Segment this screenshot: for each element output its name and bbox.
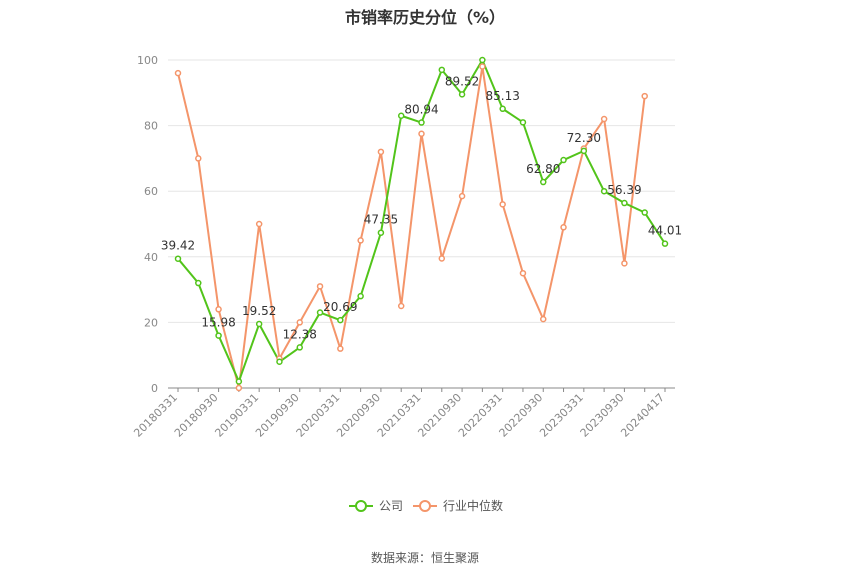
data-point bbox=[560, 156, 567, 164]
data-point bbox=[600, 115, 608, 123]
data-point bbox=[479, 63, 486, 70]
data-point bbox=[499, 105, 506, 113]
y-tick-label: 0 bbox=[151, 382, 158, 395]
data-point bbox=[357, 237, 364, 244]
x-axis: 2018033120180930201903312019093020200331… bbox=[131, 387, 675, 440]
data-label: 85.13 bbox=[485, 89, 519, 103]
data-point bbox=[540, 178, 547, 186]
data-point bbox=[337, 345, 344, 352]
data-point bbox=[499, 201, 506, 208]
legend-marker-company bbox=[355, 500, 367, 512]
y-tick-label: 80 bbox=[144, 120, 158, 133]
data-label: 19.52 bbox=[242, 304, 276, 318]
data-point bbox=[438, 66, 446, 74]
y-tick-label: 40 bbox=[144, 251, 158, 264]
legend-label-company: 公司 bbox=[379, 499, 403, 513]
data-point bbox=[296, 319, 303, 326]
data-point bbox=[255, 320, 263, 328]
chart-title: 市销率历史分位（%） bbox=[344, 8, 506, 27]
data-label: 89.52 bbox=[445, 74, 479, 88]
series-line bbox=[177, 65, 646, 389]
data-label: 80.94 bbox=[404, 103, 438, 117]
data-labels: 39.42 15.98 19.52 12.38 20.69 47.35 80.94 89.52… bbox=[161, 74, 682, 341]
data-point bbox=[316, 283, 324, 290]
data-point bbox=[580, 147, 588, 155]
data-label: 62.80 bbox=[526, 162, 560, 176]
data-point bbox=[540, 315, 547, 323]
data-label: 72.30 bbox=[567, 131, 601, 145]
data-point bbox=[418, 119, 425, 126]
data-point bbox=[377, 148, 385, 156]
data-point bbox=[174, 69, 182, 77]
data-point bbox=[458, 91, 466, 98]
data-point bbox=[235, 384, 243, 392]
legend: 公司 行业中位数 bbox=[349, 498, 503, 513]
series-points bbox=[174, 56, 669, 392]
data-label: 15.98 bbox=[201, 316, 235, 330]
data-label: 56.39 bbox=[607, 183, 641, 197]
data-point bbox=[479, 56, 486, 64]
data-label: 39.42 bbox=[161, 239, 195, 253]
data-point bbox=[560, 224, 567, 231]
data-point bbox=[195, 279, 202, 287]
y-tick-label: 20 bbox=[144, 316, 158, 329]
data-point bbox=[641, 209, 648, 216]
data-point bbox=[357, 292, 364, 300]
data-point bbox=[621, 199, 628, 207]
data-point bbox=[519, 119, 527, 126]
data-point bbox=[174, 255, 182, 262]
data-point bbox=[215, 332, 222, 339]
data-point bbox=[661, 240, 669, 247]
data-label: 20.69 bbox=[323, 300, 357, 314]
data-point bbox=[641, 92, 648, 100]
data-point bbox=[458, 192, 466, 200]
data-point bbox=[337, 316, 344, 324]
data-point bbox=[296, 344, 303, 351]
y-axis: 0 20 40 60 80 100 bbox=[137, 54, 158, 395]
grid-lines bbox=[168, 59, 675, 323]
y-tick-label: 60 bbox=[144, 185, 158, 198]
data-point bbox=[276, 358, 283, 366]
x-tick-label: 20240417 bbox=[618, 391, 667, 440]
data-point bbox=[195, 155, 202, 162]
data-point bbox=[621, 260, 628, 267]
data-point bbox=[397, 302, 405, 310]
data-label: 12.38 bbox=[283, 327, 317, 341]
data-point bbox=[438, 255, 446, 262]
data-point bbox=[600, 187, 608, 195]
data-point bbox=[316, 309, 324, 316]
data-label: 47.35 bbox=[364, 213, 398, 227]
source-note: 数据来源：恒生聚源 bbox=[370, 551, 479, 565]
data-point bbox=[255, 220, 263, 228]
data-point bbox=[397, 112, 405, 120]
legend-label-industry: 行业中位数 bbox=[443, 498, 503, 513]
data-point bbox=[377, 229, 385, 236]
data-label: 44.01 bbox=[648, 224, 682, 238]
legend-marker-industry bbox=[419, 500, 431, 512]
y-tick-label: 100 bbox=[137, 54, 158, 67]
data-point bbox=[215, 306, 222, 313]
data-point bbox=[519, 269, 527, 277]
data-point bbox=[235, 378, 243, 385]
data-point bbox=[418, 130, 425, 138]
